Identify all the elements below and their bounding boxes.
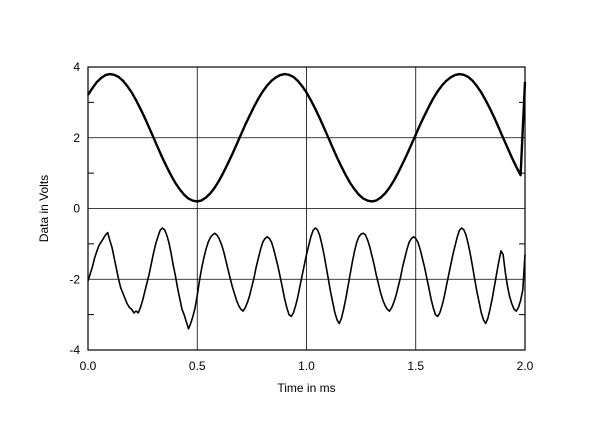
x-tick-label: 2.0 xyxy=(517,359,534,373)
x-tick-label: 1.5 xyxy=(407,359,424,373)
tick-marks xyxy=(88,101,525,316)
x-tick-label: 0.5 xyxy=(189,359,206,373)
y-tick-labels: -4 -2 0 2 4 xyxy=(69,60,80,357)
x-tick-labels: 0.0 0.5 1.0 1.5 2.0 xyxy=(80,359,534,373)
plot-frame xyxy=(87,66,526,351)
y-axis-title: Data in Volts xyxy=(37,175,51,242)
series-layer xyxy=(86,72,527,330)
y-tick-label: 0 xyxy=(73,202,80,216)
y-tick-label: 4 xyxy=(73,60,80,74)
x-axis-title: Time in ms xyxy=(277,381,335,395)
grid-lines xyxy=(88,67,525,350)
y-tick-label: -2 xyxy=(69,272,80,286)
series-line-2 xyxy=(87,227,526,330)
x-tick-label: 1.0 xyxy=(298,359,315,373)
y-tick-label: 2 xyxy=(73,131,80,145)
x-tick-label: 0.0 xyxy=(80,359,97,373)
series-line-1 xyxy=(86,72,527,203)
y-tick-label: -4 xyxy=(69,343,80,357)
